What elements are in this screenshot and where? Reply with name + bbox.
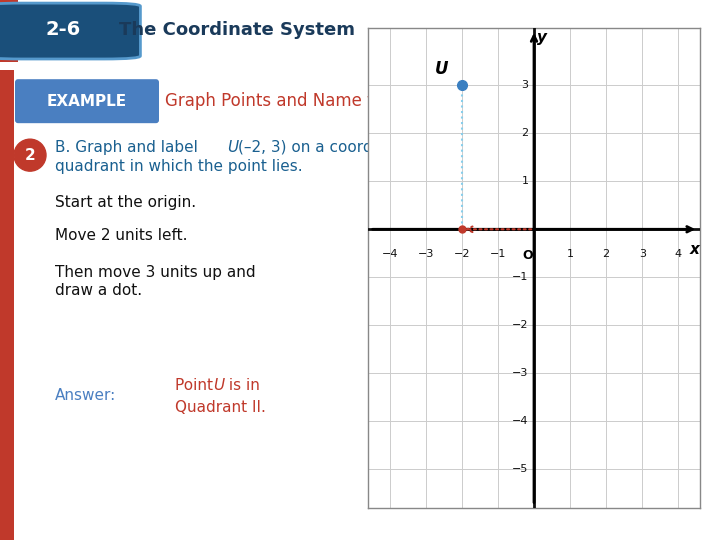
FancyBboxPatch shape: [0, 0, 18, 62]
Text: U: U: [435, 60, 449, 78]
Text: −2: −2: [454, 249, 470, 259]
Text: (–2, 3) on a coordinate plane. Name the: (–2, 3) on a coordinate plane. Name the: [238, 140, 544, 154]
Text: −1: −1: [490, 249, 506, 259]
Text: Move 2 units left.: Move 2 units left.: [55, 228, 187, 242]
Text: 2: 2: [521, 128, 528, 138]
Text: Graph Points and Name the Quadrant: Graph Points and Name the Quadrant: [165, 92, 478, 110]
Text: The Coordinate System: The Coordinate System: [119, 21, 355, 39]
Text: is in: is in: [224, 377, 260, 393]
Text: EXAMPLE: EXAMPLE: [47, 93, 127, 109]
Text: 1: 1: [567, 249, 574, 259]
Text: 4: 4: [675, 249, 682, 259]
Text: O: O: [522, 249, 533, 262]
Text: −3: −3: [418, 249, 434, 259]
Text: −3: −3: [512, 368, 528, 379]
Text: 3: 3: [639, 249, 646, 259]
Text: 2: 2: [24, 147, 35, 163]
Text: Start at the origin.: Start at the origin.: [55, 194, 196, 210]
Text: 2-6: 2-6: [46, 21, 81, 39]
FancyBboxPatch shape: [0, 3, 140, 59]
Text: 1: 1: [521, 176, 528, 186]
Text: −2: −2: [512, 320, 528, 330]
Text: Quadrant II.: Quadrant II.: [175, 400, 266, 415]
Text: x: x: [690, 242, 700, 257]
Text: −5: −5: [512, 464, 528, 475]
Circle shape: [14, 139, 46, 171]
Text: U: U: [227, 140, 238, 154]
Text: Answer:: Answer:: [55, 388, 116, 402]
FancyBboxPatch shape: [15, 79, 159, 123]
Text: B. Graph and label: B. Graph and label: [55, 140, 203, 154]
Text: draw a dot.: draw a dot.: [55, 282, 142, 298]
Text: 3: 3: [521, 80, 528, 90]
Text: −4: −4: [512, 416, 528, 427]
FancyBboxPatch shape: [0, 70, 14, 540]
Text: 2: 2: [603, 249, 610, 259]
Text: Then move 3 units up and: Then move 3 units up and: [55, 265, 256, 280]
Text: −1: −1: [512, 272, 528, 282]
Text: quadrant in which the point lies.: quadrant in which the point lies.: [55, 159, 302, 174]
Text: y: y: [537, 30, 547, 45]
Text: U: U: [213, 377, 224, 393]
Text: Point: Point: [175, 377, 218, 393]
Text: −4: −4: [382, 249, 398, 259]
